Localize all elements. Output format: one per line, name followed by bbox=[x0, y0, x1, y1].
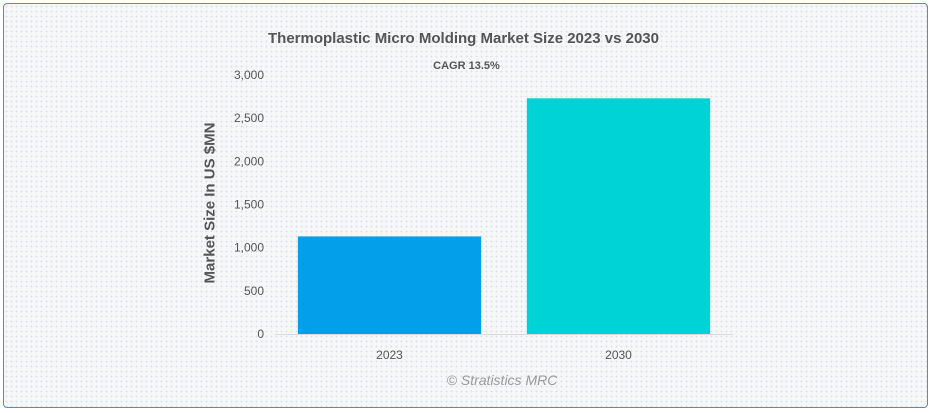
bar-2030[interactable] bbox=[526, 98, 711, 334]
chart-subtitle: CAGR 13.5% bbox=[433, 60, 500, 72]
watermark: © Stratistics MRC bbox=[446, 372, 558, 388]
y-tick-label: 1,000 bbox=[234, 241, 264, 255]
y-tick-label: 2,000 bbox=[234, 154, 264, 168]
y-tick-label: 2,500 bbox=[234, 111, 264, 125]
y-tick-label: 3,000 bbox=[234, 68, 264, 82]
y-tick-label: 500 bbox=[244, 284, 264, 298]
y-axis-ticks: 0 500 1,000 1,500 2,000 2,500 3,000 bbox=[234, 68, 264, 341]
y-tick-label: 0 bbox=[257, 327, 264, 341]
chart-title: Thermoplastic Micro Molding Market Size … bbox=[268, 30, 659, 47]
bars bbox=[297, 98, 711, 334]
x-axis-ticks: 2023 2030 bbox=[376, 348, 632, 362]
x-tick-label: 2030 bbox=[605, 348, 632, 362]
y-tick-label: 1,500 bbox=[234, 198, 264, 212]
chart-frame bbox=[3, 3, 928, 408]
bar-2023[interactable] bbox=[297, 236, 482, 334]
x-tick-label: 2023 bbox=[376, 348, 403, 362]
